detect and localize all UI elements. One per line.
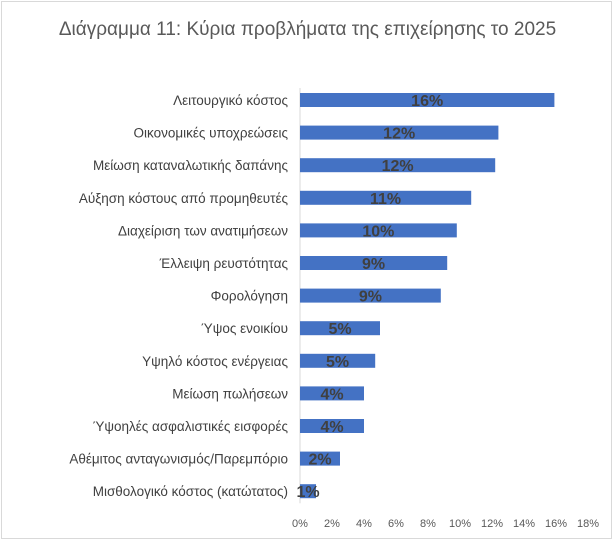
bar: [300, 158, 496, 173]
bar: [300, 125, 499, 140]
data-label: 11%: [370, 191, 401, 208]
x-tick-label: 8%: [420, 518, 436, 530]
data-label: 1%: [296, 484, 319, 501]
x-tick-label: 16%: [545, 518, 567, 530]
category-label: Φορολόγηση: [211, 289, 288, 304]
data-label: 12%: [383, 126, 415, 143]
chart-title: Διάγραμμα 11: Κύρια προβλήματα της επιχε…: [58, 19, 557, 40]
category-label: Υψηλό κόστος ενέργειας: [142, 354, 288, 369]
x-tick-label: 2%: [324, 518, 340, 530]
x-tick-label: 0%: [292, 518, 308, 530]
category-label: Αύξηση κόστους από προμηθευτές: [79, 191, 289, 206]
bar: [300, 93, 555, 107]
data-label: 9%: [359, 289, 382, 306]
bar: [300, 386, 364, 401]
x-tick-label: 6%: [388, 518, 404, 530]
bar: [300, 419, 364, 433]
x-tick-label: 4%: [356, 518, 372, 530]
x-tick-label: 12%: [481, 518, 503, 530]
data-label: 5%: [326, 354, 349, 371]
data-label: 4%: [320, 386, 343, 403]
bar: [300, 484, 316, 499]
category-label: Μισθολογικό κόστος (κατώτατος): [93, 484, 288, 499]
x-tick-label: 14%: [513, 518, 535, 530]
bar: [300, 223, 457, 238]
data-label: 9%: [362, 256, 385, 273]
category-label: Ύψος ενοικίου: [201, 321, 288, 336]
data-label: 4%: [320, 419, 343, 436]
category-label: Έλλειψη ρευστότητας: [159, 256, 289, 271]
bar: [300, 321, 380, 336]
data-label: 12%: [382, 158, 414, 175]
bar: [300, 256, 448, 270]
category-label: Οικονομικές υποχρεώσεις: [134, 126, 289, 141]
data-label: 5%: [328, 321, 351, 338]
category-label: Μείωση καταναλωτικής δαπάνης: [93, 158, 289, 173]
bar: [300, 190, 472, 205]
bar: [300, 451, 340, 466]
category-label: Μείωση πωλήσεων: [172, 386, 288, 401]
x-tick-label: 10%: [449, 518, 471, 530]
data-label: 2%: [308, 452, 331, 469]
category-label: Αθέμιτος ανταγωνισμός/Παρεμπόριο: [69, 452, 288, 467]
category-label: Διαχείριση των ανατιμήσεων: [118, 223, 288, 238]
data-label: 16%: [411, 93, 443, 110]
bar: [300, 288, 441, 303]
data-label: 10%: [362, 223, 394, 240]
x-tick-label: 18%: [577, 518, 599, 530]
category-label: Ύψοηλές ασφαλιστικές εισφορές: [93, 419, 289, 434]
category-label: Λειτουργικό κόστος: [173, 93, 288, 108]
bar: [300, 353, 376, 368]
